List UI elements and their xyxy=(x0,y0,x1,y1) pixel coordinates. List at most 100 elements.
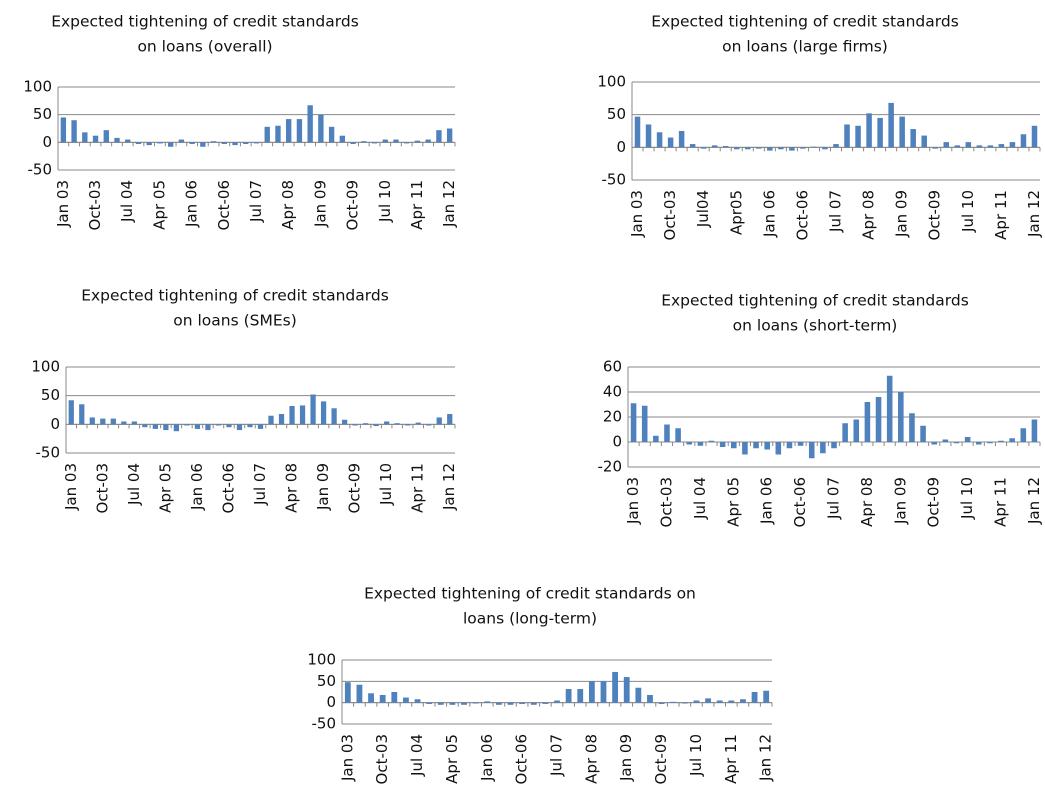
bar xyxy=(268,415,274,425)
bar xyxy=(461,702,467,705)
x-tick-label: Jan 12 xyxy=(440,180,458,228)
bar xyxy=(275,125,281,143)
chart-title: Expected tightening of credit standards xyxy=(661,292,969,310)
bar xyxy=(577,689,584,703)
x-tick-label: Oct-09 xyxy=(346,463,364,513)
x-tick-label: Jul 10 xyxy=(959,190,977,233)
y-tick-label: 40 xyxy=(603,383,622,401)
bar xyxy=(163,424,169,431)
bar xyxy=(232,142,238,146)
x-tick-label: Oct-09 xyxy=(926,190,944,240)
bar xyxy=(296,119,303,143)
bar xyxy=(320,401,327,425)
bar xyxy=(678,131,685,148)
bar xyxy=(853,419,860,442)
bar xyxy=(341,419,348,425)
x-tick-label: Jan 12 xyxy=(1025,477,1043,525)
bar xyxy=(641,405,648,442)
bar xyxy=(157,142,163,144)
y-tick-label: 100 xyxy=(597,73,626,91)
x-tick-label: Apr 11 xyxy=(992,477,1010,527)
chart-title: on loans (overall) xyxy=(137,38,272,56)
bar xyxy=(215,424,222,426)
bar xyxy=(404,142,410,144)
x-tick-label: Jul 07 xyxy=(548,734,566,777)
bar xyxy=(373,424,379,427)
bar xyxy=(833,144,839,148)
bar xyxy=(205,424,211,431)
bar xyxy=(243,142,249,144)
bar xyxy=(226,424,232,428)
bar xyxy=(753,442,759,449)
bar xyxy=(965,142,972,148)
bar xyxy=(92,135,99,143)
bar xyxy=(943,142,950,148)
x-tick-label: Jan 06 xyxy=(760,190,778,238)
x-tick-label: Oct-09 xyxy=(344,180,362,230)
bar xyxy=(689,144,696,148)
bar xyxy=(68,400,74,425)
bar xyxy=(339,135,346,143)
bar xyxy=(700,147,707,149)
x-tick-label: Jan 06 xyxy=(183,180,201,228)
bar xyxy=(344,682,351,703)
bar xyxy=(414,699,421,703)
bar xyxy=(114,137,120,143)
bar xyxy=(877,117,883,148)
bar xyxy=(173,424,180,432)
bar xyxy=(60,117,67,143)
x-tick-label: Jan 03 xyxy=(62,463,80,511)
x-tick-label: Jul 07 xyxy=(251,463,269,506)
bar xyxy=(257,424,264,429)
bar xyxy=(437,702,444,705)
x-tick-label: Jan 12 xyxy=(757,734,775,782)
bar xyxy=(352,424,358,426)
bar xyxy=(811,146,817,148)
x-tick-label: Apr 11 xyxy=(408,180,426,230)
bar xyxy=(446,128,453,143)
bar xyxy=(975,442,982,445)
bar xyxy=(693,700,700,703)
bar xyxy=(384,421,390,425)
x-tick-label: Jan 12 xyxy=(440,463,458,511)
bar xyxy=(866,113,872,148)
y-tick-label: 0 xyxy=(616,138,626,156)
bar xyxy=(719,442,726,447)
bar xyxy=(647,694,653,703)
bar xyxy=(931,442,937,445)
bar xyxy=(142,424,148,428)
bar xyxy=(484,701,491,703)
bar xyxy=(697,442,704,446)
bar xyxy=(356,684,363,703)
bar xyxy=(728,700,735,703)
x-tick-label: Jan 09 xyxy=(617,734,635,782)
x-tick-label: Oct-09 xyxy=(652,734,670,784)
bar xyxy=(89,417,95,425)
x-tick-label: Jul 07 xyxy=(825,477,843,520)
bar xyxy=(415,422,421,425)
x-tick-label: Jul 07 xyxy=(827,190,845,233)
chart-title: Expected tightening of credit standards xyxy=(51,13,359,31)
x-tick-label: Jan 06 xyxy=(478,734,496,782)
x-tick-label: Jan 06 xyxy=(758,477,776,525)
bar xyxy=(307,105,313,143)
bar xyxy=(436,130,442,143)
bar xyxy=(221,142,227,144)
bar xyxy=(731,442,737,449)
x-tick-label: Apr 05 xyxy=(150,180,168,230)
x-tick-label: Oct-06 xyxy=(793,190,811,240)
x-tick-label: Jul 10 xyxy=(376,180,394,223)
bar xyxy=(554,700,560,703)
bar xyxy=(898,392,904,442)
bar xyxy=(921,135,927,148)
bar xyxy=(789,147,795,151)
x-tick-label: Jan 03 xyxy=(628,190,646,238)
bar xyxy=(800,147,806,149)
y-tick-label: 0 xyxy=(42,133,52,151)
bar xyxy=(820,442,826,454)
bar xyxy=(152,424,158,429)
x-tick-label: Jul 04 xyxy=(118,180,136,223)
x-tick-label: Oct-06 xyxy=(791,477,809,527)
y-tick-label: 100 xyxy=(23,78,52,96)
